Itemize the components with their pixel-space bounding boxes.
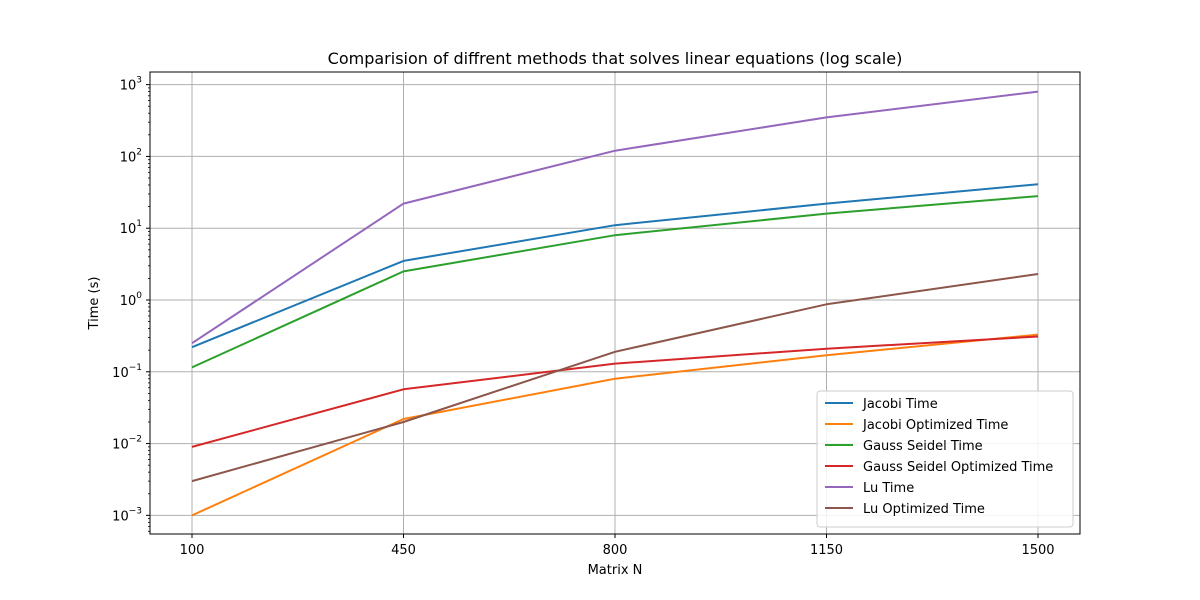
- legend-box: [816, 390, 1074, 528]
- x-tick-label: 450: [391, 543, 416, 558]
- y-axis: 10−3 10−2 10−1 100 101 102 103: [112, 76, 150, 532]
- x-tick-label: 100: [180, 543, 205, 558]
- x-tick-label: 1500: [1021, 543, 1054, 558]
- legend-entry: Gauss Seidel Optimized Time: [863, 460, 1053, 475]
- y-tick-label: 10−3: [112, 506, 142, 524]
- chart-title: Comparision of diffrent methods that sol…: [328, 49, 903, 68]
- y-tick-label: 10−2: [112, 435, 142, 453]
- y-tick-label: 103: [120, 76, 142, 94]
- series-line: [191, 90, 1039, 345]
- series-line: [191, 183, 1039, 349]
- legend-entry: Gauss Seidel Time: [863, 439, 983, 454]
- legend-entry: Jacobi Time: [862, 397, 938, 412]
- x-tick-label: 800: [603, 543, 628, 558]
- y-tick-label: 10−1: [112, 363, 142, 381]
- series-line: [191, 195, 1039, 369]
- x-axis-label: Matrix N: [588, 563, 643, 578]
- legend-entry: Lu Optimized Time: [863, 502, 985, 517]
- legend-entry: Lu Time: [863, 481, 914, 496]
- series-line: [191, 273, 1039, 483]
- y-axis-label: Time (s): [87, 277, 102, 331]
- legend: Jacobi Time Jacobi Optimized Time Gauss Se…: [816, 390, 1074, 528]
- series-line: [191, 333, 1039, 517]
- x-tick-label: 1150: [810, 543, 843, 558]
- x-axis: 100 450 800 1150 1500: [180, 534, 1055, 558]
- legend-entry: Jacobi Optimized Time: [862, 418, 1008, 433]
- y-tick-label: 100: [120, 291, 143, 309]
- y-tick-label: 101: [120, 219, 142, 237]
- series-line: [191, 335, 1039, 448]
- series-lines: [191, 90, 1039, 517]
- y-tick-label: 102: [120, 147, 142, 165]
